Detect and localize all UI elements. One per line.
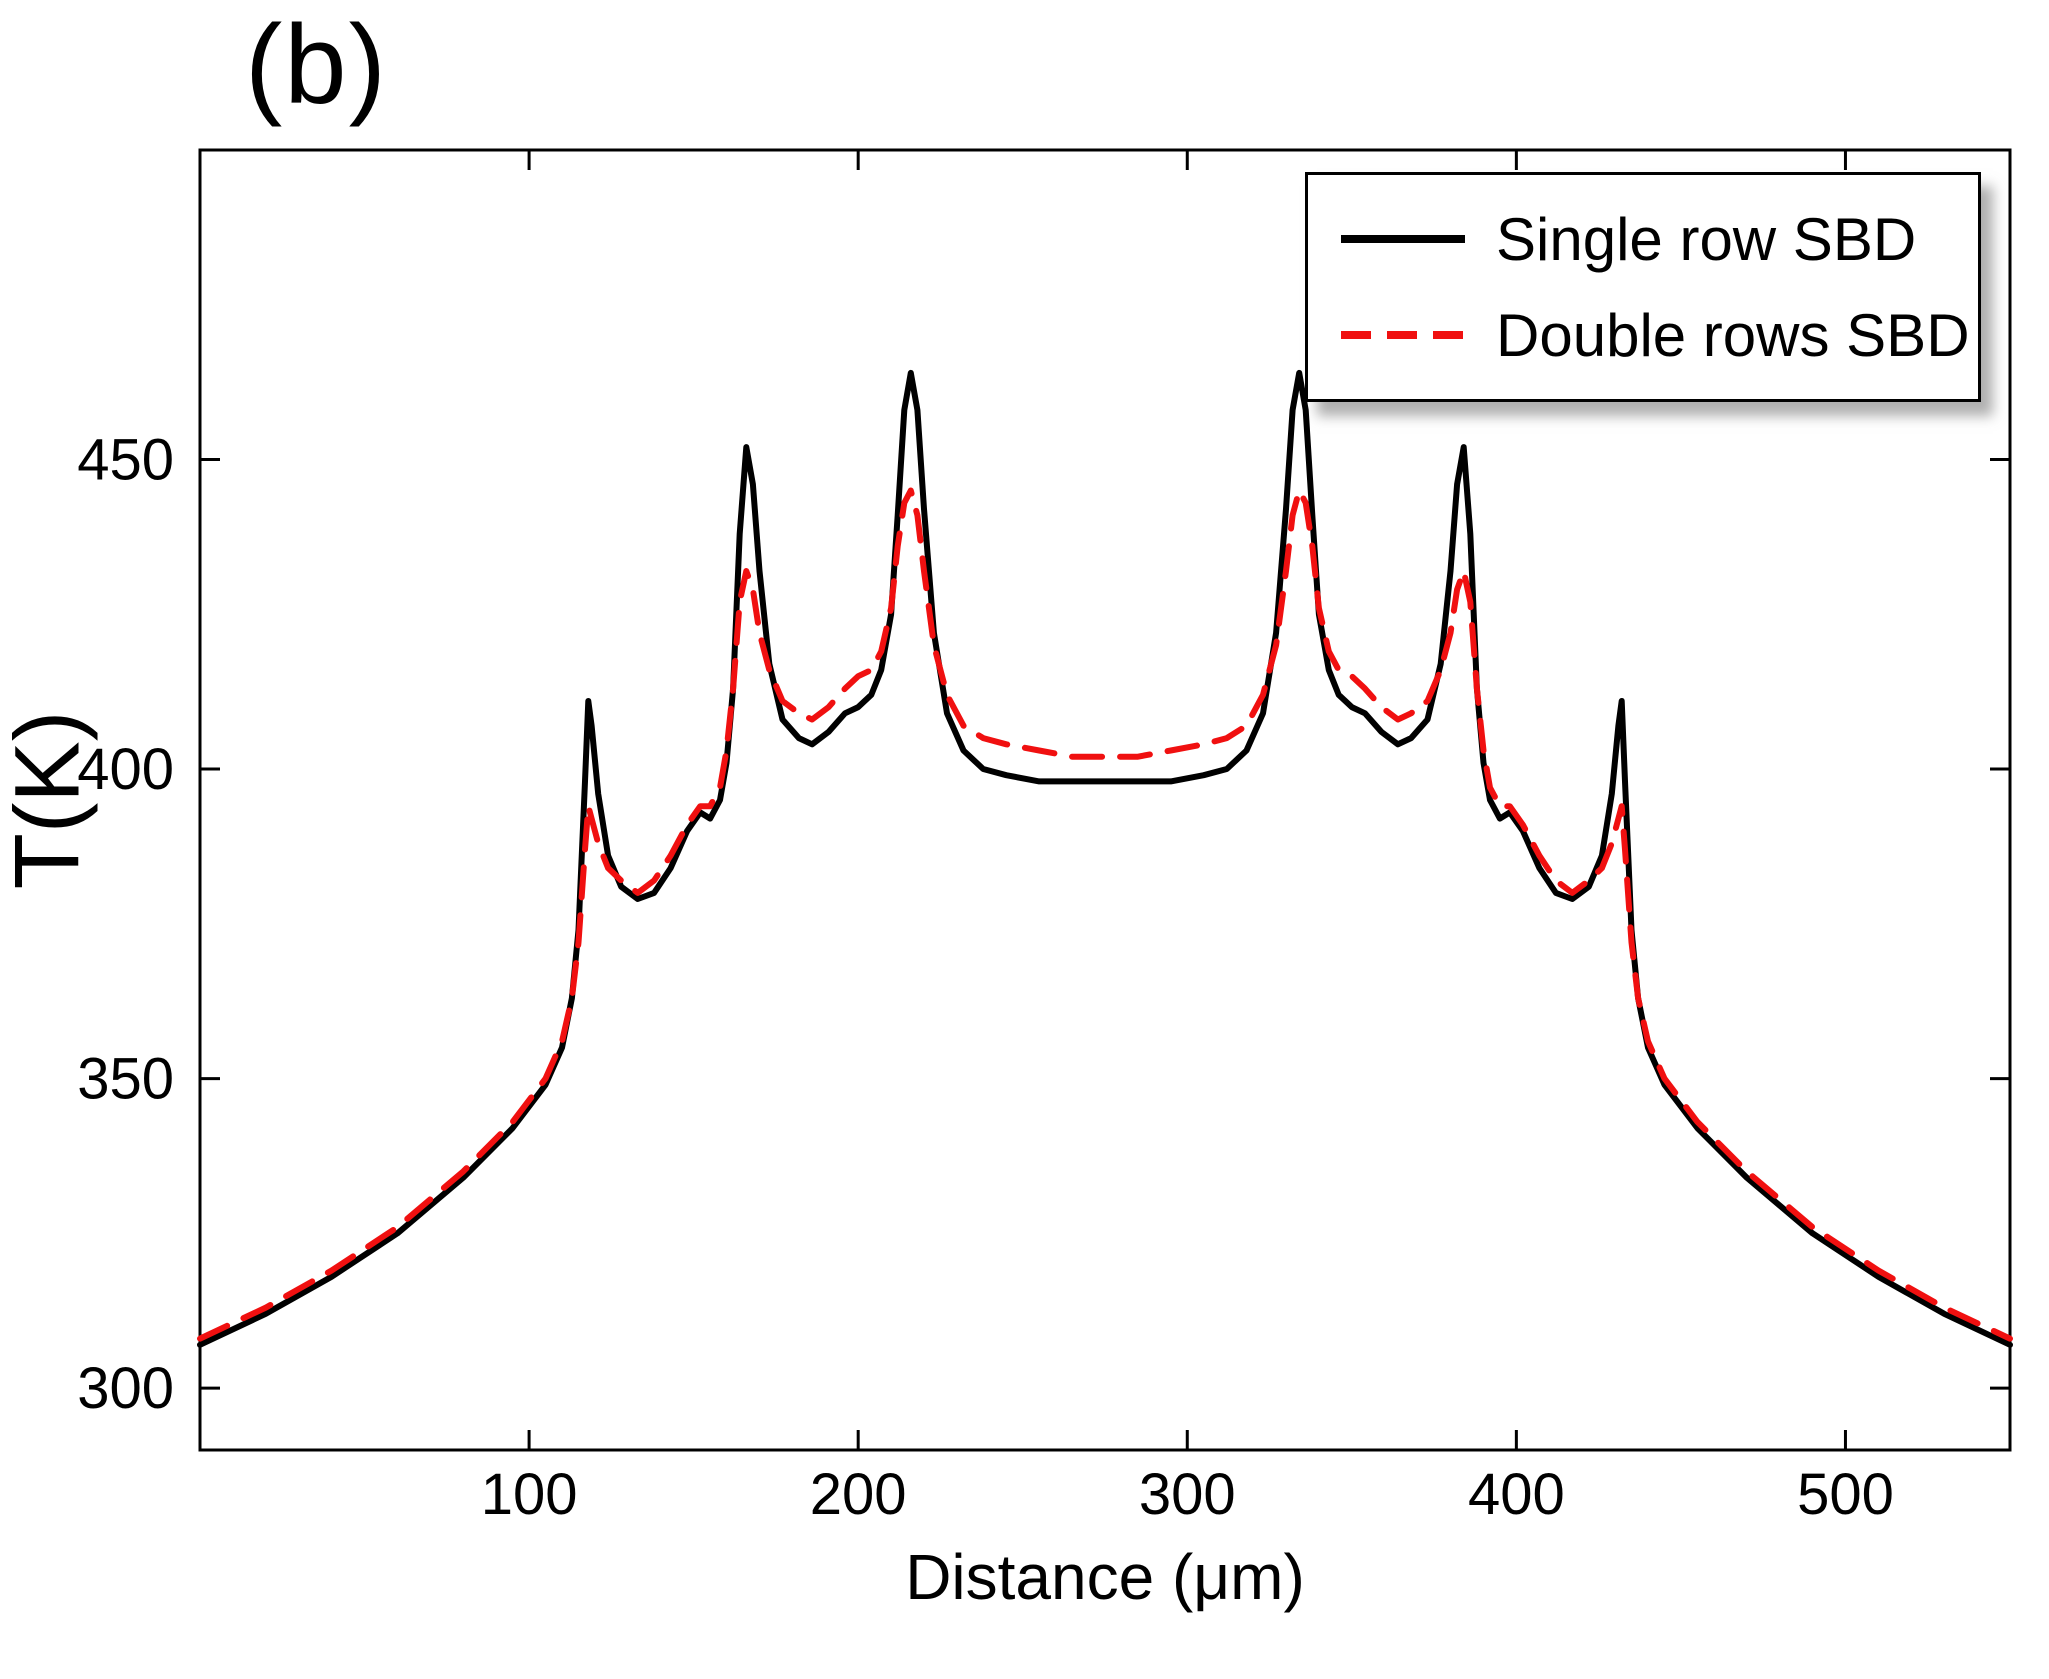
- solid-line-sample-icon: [1341, 235, 1465, 243]
- dashed-line-sample-icon: [1341, 331, 1465, 339]
- y-axis-label: T(K): [0, 710, 99, 890]
- legend-item-single-row-sbd: Single row SBD: [1338, 191, 1978, 287]
- x-tick-label: 300: [1139, 1462, 1236, 1527]
- x-tick-label: 500: [1797, 1462, 1894, 1527]
- legend-item-double-rows-sbd: Double rows SBD: [1338, 287, 1978, 383]
- single-row-sbd-line: [197, 369, 2013, 1348]
- x-tick-label: 400: [1468, 1462, 1565, 1527]
- plot-box: [198, 148, 2012, 1452]
- double-rows-sbd-line: [197, 487, 2013, 1342]
- x-tick-label: 200: [810, 1462, 907, 1527]
- y-tick-label: 300: [77, 1356, 174, 1421]
- panel-label: (b): [245, 2, 388, 127]
- x-tick-label: 100: [481, 1462, 578, 1527]
- y-tick-label: 450: [77, 428, 174, 493]
- x-axis-label: Distance (μm): [905, 1541, 1305, 1613]
- legend: Single row SBD Double rows SBD: [1305, 172, 1981, 402]
- legend-label-single-row-sbd: Single row SBD: [1496, 205, 1917, 273]
- y-tick-label: 350: [77, 1047, 174, 1112]
- y-tick-label: 400: [77, 737, 174, 802]
- legend-label-double-rows-sbd: Double rows SBD: [1496, 301, 1970, 369]
